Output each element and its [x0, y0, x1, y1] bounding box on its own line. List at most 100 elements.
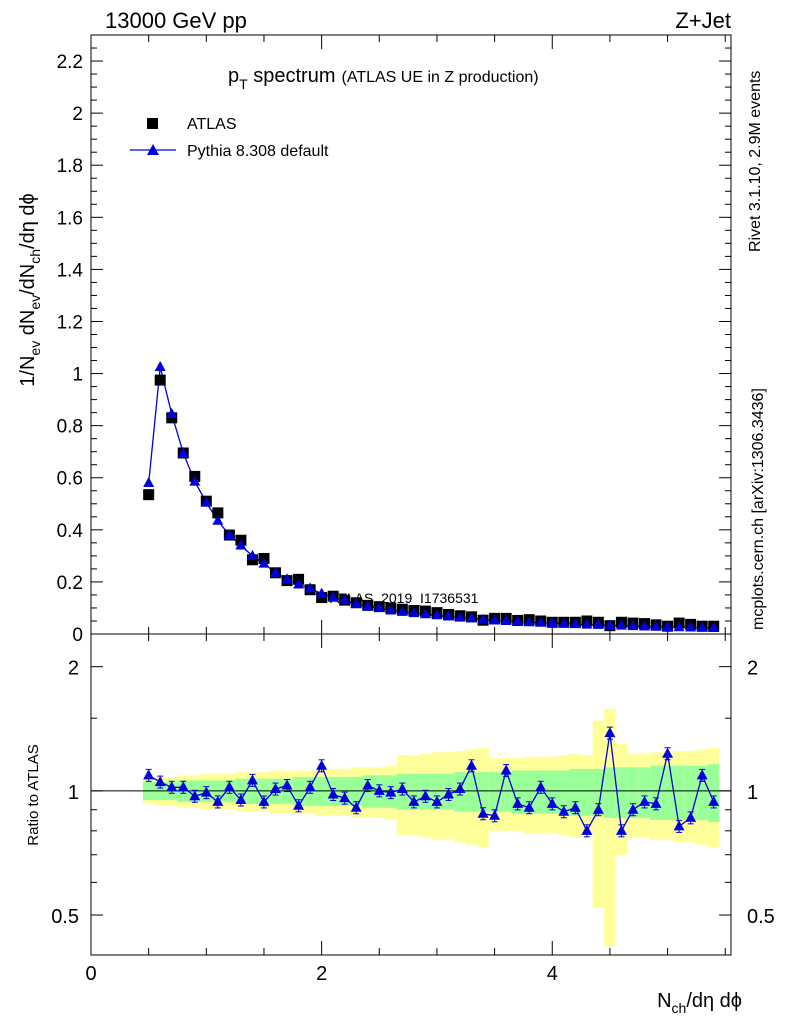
main-ytick-label: 0.8: [57, 417, 83, 438]
ratio-band-stat: [627, 767, 639, 818]
ratio-band-stat: [592, 768, 605, 816]
main-ytick-label: 0.4: [57, 521, 84, 542]
ratio-xtick-label: 2: [316, 963, 327, 985]
mc-point: [500, 614, 512, 625]
main-ytick-label: 2: [72, 104, 83, 125]
ratio-band-stat: [581, 768, 593, 816]
ratio-point: [604, 727, 616, 738]
mc-point: [408, 607, 420, 618]
ratio-band-stat: [661, 765, 674, 820]
main-ytick-label: 2.2: [57, 52, 83, 73]
ratio-band-stat: [523, 770, 535, 814]
mc-point: [454, 611, 466, 622]
ratio-band-stat: [338, 777, 351, 806]
mc-point: [177, 446, 189, 457]
ratio-point: [477, 807, 489, 818]
ratio-point: [639, 795, 651, 806]
ratio-band-stat: [650, 765, 662, 820]
header-right: Z+Jet: [675, 8, 731, 33]
ratio-ytick-label-right: 2: [747, 658, 758, 680]
main-title: pT spectrum (ATLAS UE in Z production): [228, 65, 539, 92]
ratio-point: [143, 769, 155, 780]
mc-point: [350, 598, 362, 609]
ratio-point: [177, 781, 189, 792]
main-ytick-label: 1.4: [57, 260, 84, 281]
mc-point: [270, 566, 282, 577]
mc-point: [235, 539, 247, 550]
mc-point: [200, 496, 212, 507]
ratio-band-stat: [638, 767, 651, 818]
mc-point: [569, 618, 581, 629]
ratio-point: [281, 779, 293, 790]
ratio-band-stat: [465, 772, 478, 812]
mc-point: [442, 610, 454, 621]
ratio-band-stat: [684, 765, 697, 820]
ratio-bands: [142, 708, 720, 947]
ratio-band-stat: [350, 777, 362, 806]
ratio-band-stat: [292, 777, 305, 806]
mc-point: [708, 622, 720, 633]
ratio-point: [442, 788, 454, 799]
main-ytick-label: 0.6: [57, 469, 83, 490]
mc-point: [339, 594, 351, 605]
ratio-point: [431, 795, 443, 806]
rivet-label: Rivet 3.1.10, 2.9M events: [747, 71, 764, 252]
mc-point: [431, 609, 443, 620]
ratio-point: [673, 820, 685, 831]
ratio-ytick-label: 0.5: [51, 906, 79, 928]
main-ticks: 0 0.2 0.4 0.6 0.8 1 1.2 1.4 1.6 1.8 2 2.2: [57, 35, 731, 646]
ratio-series: [143, 726, 720, 838]
ratio-band-stat: [408, 773, 420, 810]
header-left: 13000 GeV pp: [105, 8, 247, 33]
ratio-point: [235, 794, 247, 805]
ratio-point: [650, 797, 662, 808]
ratio-ytick-label: 1: [68, 782, 79, 804]
mc-point: [535, 616, 547, 627]
ratio-point: [615, 824, 627, 835]
ratio-point: [154, 776, 166, 787]
mc-point: [373, 601, 385, 612]
ratio-xlabel: Nch/dη dϕ: [657, 990, 742, 1016]
main-ytick-label: 1.6: [57, 208, 83, 229]
ratio-point: [454, 783, 466, 794]
ratio-point: [592, 803, 604, 814]
mc-point: [385, 604, 397, 615]
ratio-point: [708, 795, 720, 806]
mc-point: [293, 578, 305, 589]
ratio-point: [223, 781, 235, 792]
main-ytick-label: 1.8: [57, 156, 83, 177]
mc-point: [189, 475, 201, 486]
ratio-point: [327, 788, 339, 799]
mc-point: [258, 557, 270, 568]
ratio-point: [350, 801, 362, 812]
mc-point: [304, 582, 316, 593]
mc-point: [281, 573, 293, 584]
mc-line: [148, 366, 714, 629]
ratio-point: [316, 759, 328, 770]
ratio-xtick-label: 4: [547, 963, 558, 985]
ratio-point: [512, 797, 524, 808]
ratio-point: [189, 790, 201, 801]
data-point: [143, 489, 155, 501]
main-ytick-label: 0: [72, 625, 83, 646]
ratio-band-stat: [431, 773, 443, 810]
mc-point: [166, 407, 178, 418]
mc-point: [604, 619, 616, 630]
ratio-point: [396, 783, 408, 794]
legend: ATLAS Pythia 8.308 default: [130, 116, 329, 160]
mc-point: [154, 361, 166, 372]
ratio-point: [270, 783, 282, 794]
mcplots-label: mcplots.cern.ch [arXiv:1306.3436]: [750, 388, 767, 630]
ratio-point: [696, 769, 708, 780]
mc-point: [581, 618, 593, 629]
ratio-ytick-label-right: 1: [747, 782, 758, 804]
mc-point: [512, 615, 524, 626]
main-ylabel: 1/Nev dNev/dNch/dη dϕ: [17, 193, 43, 386]
ratio-point: [581, 824, 593, 835]
ratio-point: [373, 784, 385, 795]
ratio-point: [546, 797, 558, 808]
main-panel: pT spectrum (ATLAS UE in Z production) 1/…: [17, 34, 732, 646]
mc-point: [327, 591, 339, 602]
ratio-panel: 0.5 0.5 1 1 2 2 0 2 4 Ratio to ATLAS Nch/dη dϕ: [25, 633, 775, 1016]
ratio-point: [362, 779, 374, 790]
